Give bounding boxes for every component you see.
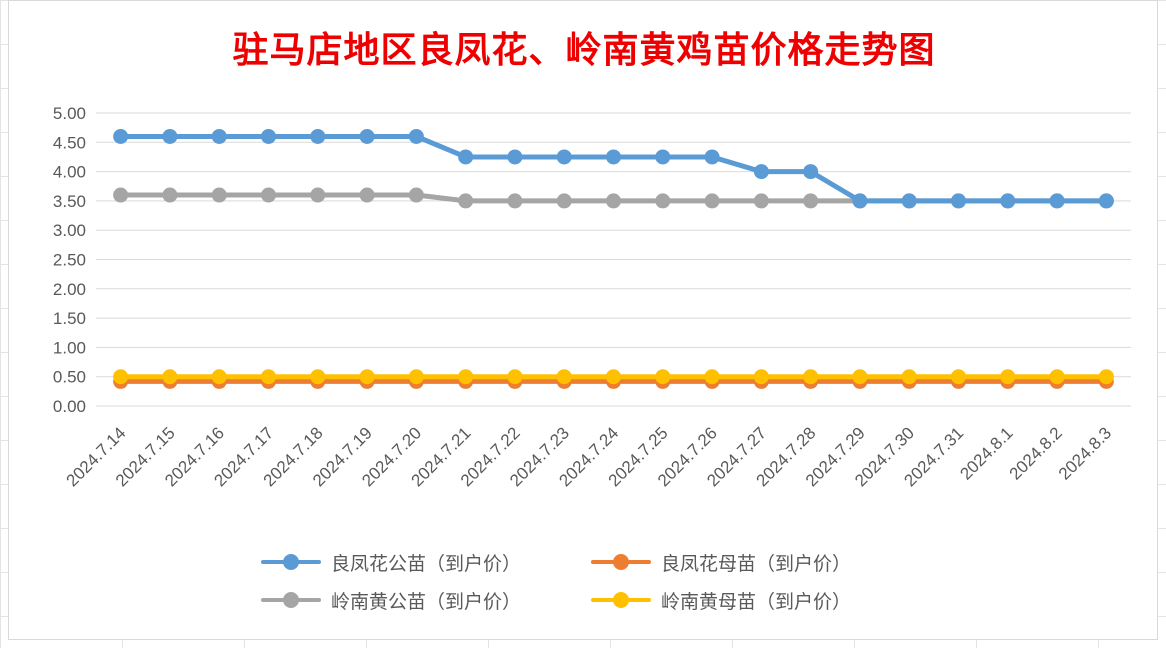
data-point (211, 128, 227, 144)
data-point (310, 187, 326, 203)
data-point (458, 369, 474, 385)
data-point (408, 187, 424, 203)
data-point (1098, 193, 1114, 209)
data-point (655, 149, 671, 165)
data-point (655, 369, 671, 385)
y-tick-label: 2.00 (53, 280, 86, 299)
data-point (408, 369, 424, 385)
data-point (113, 187, 129, 203)
data-point (507, 149, 523, 165)
chart-title: 驻马店地区良凤花、岭南黄鸡苗价格走势图 (232, 29, 936, 71)
legend-item[interactable]: 岭南黄公苗（到户价） (261, 587, 591, 613)
y-tick-label: 0.50 (53, 368, 86, 387)
y-tick-label: 1.50 (53, 309, 86, 328)
data-point (753, 164, 769, 180)
data-point (655, 193, 671, 209)
data-point (901, 369, 917, 385)
chart-area[interactable]: 驻马店地区良凤花、岭南黄鸡苗价格走势图 0.00 0.50 1.00 1.50 2.00… (8, 0, 1158, 640)
legend-label: 岭南黄母苗（到户价） (661, 590, 852, 613)
data-point (852, 193, 868, 209)
y-tick-label: 2.50 (53, 251, 86, 270)
data-point (458, 149, 474, 165)
data-point (162, 369, 178, 385)
legend-label: 岭南黄公苗（到户价） (331, 590, 522, 613)
data-point (852, 369, 868, 385)
legend-line-marker-icon (261, 549, 321, 575)
data-point (606, 193, 621, 209)
data-point (1000, 369, 1016, 385)
x-tick-label: 2024.8.3 (1055, 423, 1115, 483)
y-tick-label: 5.00 (53, 104, 86, 123)
data-point (753, 369, 769, 385)
data-point (162, 128, 178, 144)
data-point (359, 128, 375, 144)
data-point (704, 369, 720, 385)
legend-line-marker-icon (261, 587, 321, 613)
legend-item[interactable]: 岭南黄母苗（到户价） (591, 587, 921, 613)
y-tick-label: 4.00 (53, 163, 86, 182)
data-point (507, 369, 523, 385)
y-tick-label: 1.00 (53, 338, 86, 357)
line-chart: 0.00 0.50 1.00 1.50 2.00 2.50 3.00 3.50 4.00 4.50… (53, 104, 1131, 490)
data-point (310, 128, 326, 144)
legend-label: 良凤花母苗（到户价） (661, 552, 852, 575)
data-point (803, 369, 819, 385)
data-point (211, 369, 227, 385)
y-tick-label: 3.00 (53, 221, 86, 240)
data-point (803, 164, 819, 180)
x-tick-label: 2024.8.2 (1006, 423, 1066, 483)
chart-legend: 良凤花公苗（到户价） 良凤花母苗（到户价） 岭南黄公苗（到户价） 岭南黄母苗（到户价） (261, 549, 941, 613)
data-point (704, 193, 720, 209)
data-point (261, 187, 276, 203)
data-point (211, 187, 227, 203)
data-point (458, 193, 474, 209)
legend-line-marker-icon (591, 549, 651, 575)
data-point (1049, 369, 1065, 385)
data-point (113, 369, 129, 385)
data-point (162, 187, 178, 203)
data-point (753, 193, 769, 209)
data-point (1000, 193, 1016, 209)
data-point (359, 369, 375, 385)
x-tick-label: 2024.8.1 (956, 423, 1016, 483)
data-point (359, 187, 375, 203)
data-point (1049, 193, 1065, 209)
data-point (951, 193, 966, 209)
data-point (951, 369, 966, 385)
y-tick-label: 4.50 (53, 133, 86, 152)
y-tick-label: 3.50 (53, 192, 86, 211)
data-point (803, 193, 819, 209)
data-point (261, 128, 276, 144)
data-point (606, 149, 621, 165)
data-point (507, 193, 523, 209)
data-point (704, 149, 720, 165)
data-point (310, 369, 326, 385)
data-point (606, 369, 621, 385)
legend-line-marker-icon (591, 587, 651, 613)
data-point (1098, 369, 1114, 385)
data-point (556, 193, 572, 209)
legend-label: 良凤花公苗（到户价） (331, 552, 522, 575)
data-point (113, 128, 129, 144)
data-point (556, 369, 572, 385)
data-point (408, 128, 424, 144)
legend-item[interactable]: 良凤花公苗（到户价） (261, 549, 591, 575)
data-point (901, 193, 917, 209)
y-tick-label: 0.00 (53, 397, 86, 416)
legend-item[interactable]: 良凤花母苗（到户价） (591, 549, 921, 575)
data-point (261, 369, 276, 385)
data-point (556, 149, 572, 165)
